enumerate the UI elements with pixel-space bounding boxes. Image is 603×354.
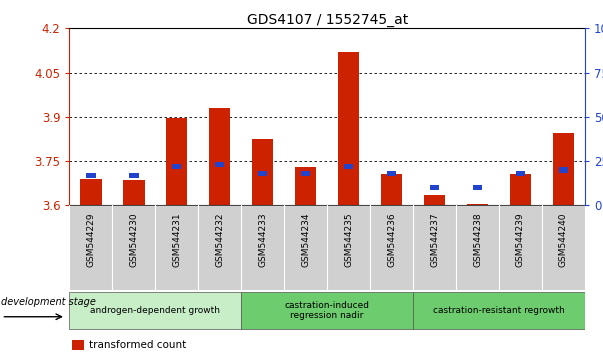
- Text: GSM544233: GSM544233: [258, 212, 267, 267]
- Bar: [413, 292, 585, 329]
- Bar: [241, 292, 413, 329]
- Bar: [129, 173, 139, 178]
- Text: development stage: development stage: [1, 297, 96, 307]
- Bar: [295, 167, 317, 205]
- Bar: [86, 173, 95, 178]
- Text: transformed count: transformed count: [89, 340, 186, 350]
- Title: GDS4107 / 1552745_at: GDS4107 / 1552745_at: [247, 13, 408, 27]
- Bar: [209, 108, 230, 205]
- Bar: [172, 164, 182, 169]
- Bar: [473, 185, 482, 190]
- Text: castration-induced
regression nadir: castration-induced regression nadir: [285, 301, 370, 320]
- Text: GSM544236: GSM544236: [387, 212, 396, 267]
- Text: GSM544231: GSM544231: [172, 212, 182, 267]
- Bar: [467, 204, 488, 205]
- Bar: [510, 174, 531, 205]
- Bar: [301, 171, 311, 176]
- Text: androgen-dependent growth: androgen-dependent growth: [90, 306, 220, 315]
- Text: castration-resistant regrowth: castration-resistant regrowth: [433, 306, 565, 315]
- Bar: [215, 162, 224, 167]
- Bar: [424, 195, 445, 205]
- Bar: [252, 139, 273, 205]
- Bar: [553, 133, 574, 205]
- Bar: [381, 174, 402, 205]
- Text: GSM544229: GSM544229: [86, 212, 95, 267]
- Text: GSM544237: GSM544237: [430, 212, 439, 267]
- Text: GSM544232: GSM544232: [215, 212, 224, 267]
- Bar: [430, 185, 439, 190]
- Bar: [258, 171, 267, 176]
- Bar: [80, 179, 101, 205]
- Text: GSM544230: GSM544230: [129, 212, 138, 267]
- Text: GSM544240: GSM544240: [559, 212, 568, 267]
- Text: GSM544238: GSM544238: [473, 212, 482, 267]
- Bar: [344, 164, 353, 169]
- Bar: [123, 180, 145, 205]
- Bar: [72, 340, 84, 350]
- Bar: [387, 171, 396, 176]
- Text: GSM544235: GSM544235: [344, 212, 353, 267]
- Text: GSM544239: GSM544239: [516, 212, 525, 267]
- Text: GSM544234: GSM544234: [301, 212, 310, 267]
- Bar: [69, 292, 241, 329]
- Bar: [338, 52, 359, 205]
- Bar: [516, 171, 525, 176]
- Bar: [166, 118, 188, 205]
- Bar: [559, 167, 568, 172]
